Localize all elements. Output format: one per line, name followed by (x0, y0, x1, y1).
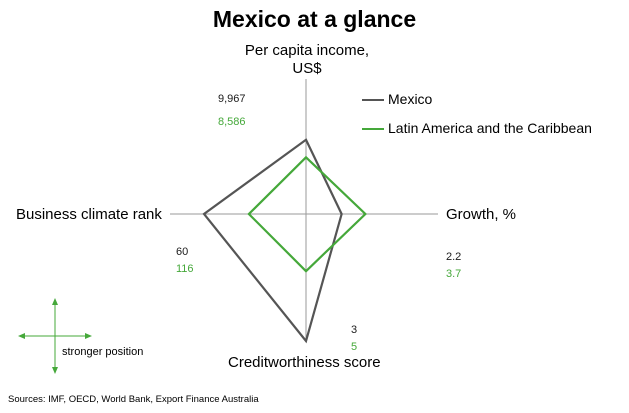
radar-series-lac (247, 155, 367, 273)
arrowhead-down-icon (52, 367, 58, 374)
legend-label-mexico: Mexico (388, 91, 433, 107)
stronger-position-label: stronger position (62, 346, 144, 358)
chart-title: Mexico at a glance (212, 6, 417, 32)
value-mexico-business: 60 (176, 246, 189, 258)
axis-label-credit: Creditworthiness score (228, 354, 381, 371)
source-note: Sources: IMF, OECD, World Bank, Export F… (8, 394, 259, 405)
value-mexico-growth: 2.2 (446, 251, 462, 263)
legend-label-lac: Latin America and the Caribbean (388, 120, 592, 136)
axis-label-business: Business climate rank (16, 206, 162, 223)
value-mexico-income: 9,967 (218, 93, 246, 105)
value-lac-income: 8,586 (218, 116, 246, 128)
value-mexico-credit: 3 (351, 324, 358, 336)
axis-label-income-line2: US$ (292, 60, 322, 77)
value-lac-growth: 3.7 (446, 268, 462, 280)
axis-label-growth: Growth, % (446, 206, 517, 223)
legend-swatch-mexico (362, 99, 384, 101)
radar-series-mexico (202, 138, 343, 344)
arrowhead-up-icon (52, 298, 58, 305)
legend-swatch-lac (362, 128, 384, 130)
axis-label-income: Per capita income, US$ (212, 42, 402, 78)
value-lac-business: 116 (176, 263, 194, 275)
value-lac-credit: 5 (351, 341, 358, 353)
axis-label-income-line1: Per capita income, (244, 42, 370, 59)
arrowhead-left-icon (18, 333, 25, 339)
arrowhead-right-icon (85, 333, 92, 339)
